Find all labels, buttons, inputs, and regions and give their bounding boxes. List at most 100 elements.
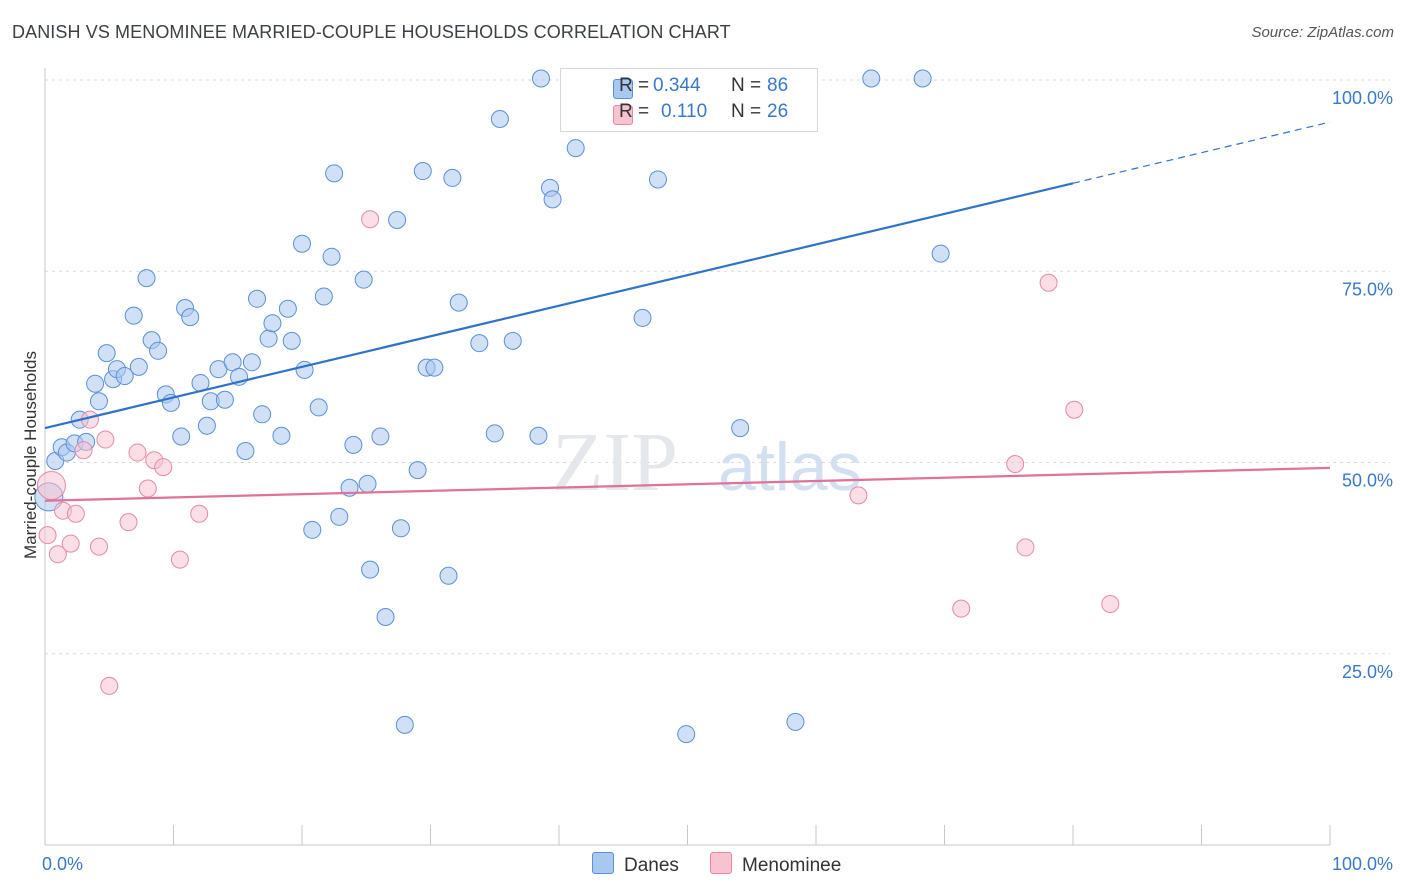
bottom-legend-danes: Danes [592, 852, 679, 877]
point-menominee [190, 504, 209, 523]
point-danes [503, 331, 522, 350]
y-tick-label-75: 75.0% [1342, 279, 1393, 299]
point-danes [490, 110, 509, 129]
point-danes [391, 519, 410, 538]
tick-labels: 25.0% 50.0% 75.0% 100.0% 0.0% 100.0% [42, 88, 1393, 874]
point-menominee [128, 443, 147, 462]
point-danes [149, 341, 168, 360]
watermark-zip: ZIP [552, 416, 678, 509]
point-danes [129, 357, 148, 376]
legend-n-value-menominee: 26 [767, 101, 789, 122]
point-danes [376, 608, 395, 627]
point-danes [293, 234, 311, 253]
legend-r-value-danes: 0.344 [653, 75, 701, 96]
point-danes [330, 507, 349, 526]
point-danes [913, 69, 932, 88]
point-danes [413, 162, 432, 181]
y-tick-label-50: 50.0% [1342, 471, 1393, 491]
legend-r-label: R = [619, 75, 650, 96]
point-menominee [1016, 538, 1035, 557]
point-danes [248, 289, 267, 308]
point-menominee [38, 526, 57, 545]
point-menominee [1039, 273, 1058, 292]
point-danes [529, 426, 548, 445]
point-menominee [1101, 595, 1120, 614]
point-danes [325, 164, 344, 183]
point-danes [731, 419, 750, 438]
point-danes [314, 287, 333, 306]
point-danes [358, 474, 377, 493]
chart-title: DANISH VS MENOMINEE MARRIED-COUPLE HOUSE… [12, 22, 731, 42]
point-menominee [96, 430, 115, 449]
point-menominee [1006, 455, 1025, 474]
point-danes [259, 329, 278, 348]
y-tick-label-25: 25.0% [1342, 662, 1393, 682]
point-menominee [361, 210, 380, 229]
point-menominee [849, 486, 868, 505]
point-danes [931, 244, 950, 263]
legend-r-value-menominee: 0.110 [661, 101, 708, 122]
point-danes [215, 390, 234, 409]
point-danes [322, 247, 341, 266]
bottom-legend-swatch-danes [592, 852, 614, 874]
bottom-legend-label-danes: Danes [624, 855, 679, 876]
point-danes [485, 424, 504, 443]
source-credit: Source: ZipAtlas.com [1251, 24, 1394, 41]
point-danes [371, 427, 390, 446]
point-danes [115, 367, 134, 386]
point-danes [303, 520, 322, 539]
point-menominee [170, 550, 189, 569]
point-danes [470, 334, 489, 353]
watermark-atlas: atlas [718, 429, 862, 505]
point-menominee [138, 479, 157, 498]
trend-line-danes [44, 182, 1074, 430]
legend-r-label: R = [619, 101, 650, 122]
legend-n-value-danes: 86 [767, 75, 789, 96]
point-danes [566, 139, 585, 158]
point-danes [89, 392, 108, 411]
point-danes [443, 168, 462, 187]
point-danes [425, 358, 444, 377]
point-danes [449, 293, 468, 312]
x-tick-label-0: 0.0% [42, 854, 83, 874]
point-danes [677, 725, 696, 744]
trend-line-menominee [44, 466, 1331, 502]
point-danes [172, 427, 191, 446]
point-danes [181, 308, 200, 327]
point-danes [862, 69, 881, 88]
data-points [34, 69, 1120, 744]
trend-line-extension-danes [1072, 121, 1331, 184]
axes [44, 68, 1331, 846]
point-menominee [154, 458, 173, 477]
bottom-legend-swatch-menominee [710, 852, 732, 874]
point-danes [282, 331, 301, 350]
point-menominee [61, 534, 80, 553]
point-menominee [74, 441, 93, 460]
point-danes [786, 712, 805, 731]
bottom-legend-label-menominee: Menominee [742, 855, 842, 876]
point-menominee [100, 676, 119, 695]
legend-n-label: N = [731, 75, 762, 96]
y-axis-label: Married-couple Households [21, 351, 40, 559]
point-danes [408, 461, 427, 480]
trend-lines [44, 121, 1331, 502]
point-menominee [66, 504, 85, 523]
point-menominee [36, 470, 66, 500]
point-danes [86, 374, 105, 393]
y-tick-label-100: 100.0% [1332, 88, 1393, 108]
x-tick-label-100: 100.0% [1332, 854, 1393, 874]
point-danes [543, 190, 562, 209]
point-danes [137, 269, 156, 288]
point-danes [253, 405, 272, 424]
point-danes [97, 344, 116, 363]
point-danes [263, 314, 282, 333]
point-danes [278, 299, 297, 318]
point-menominee [89, 537, 108, 556]
point-danes [388, 210, 407, 229]
legend-n-label: N = [731, 101, 762, 122]
point-danes [361, 560, 380, 579]
point-menominee [48, 545, 67, 564]
correlation-legend: R = 0.344 N = 86 R = 0.110 N = 26 [560, 68, 818, 132]
legend-swatch-danes [613, 79, 633, 99]
point-danes [272, 426, 291, 445]
